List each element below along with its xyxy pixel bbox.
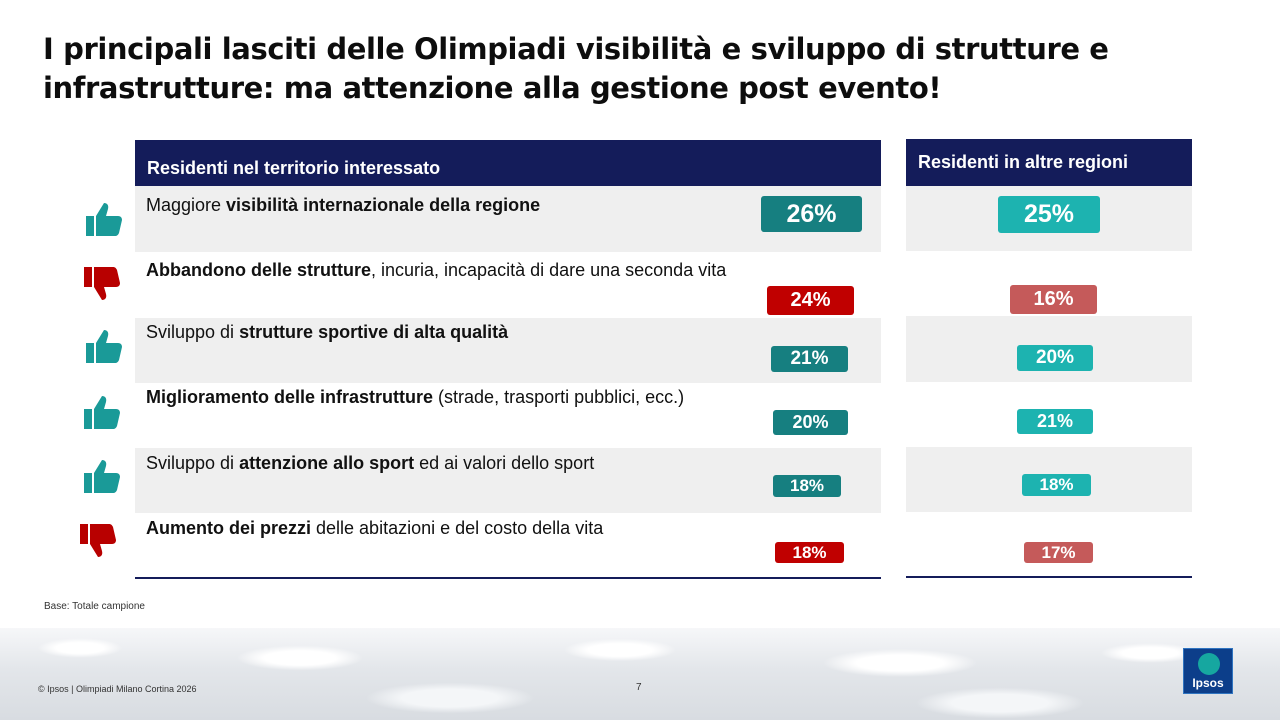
right-value-badge: 25% — [998, 196, 1100, 233]
row-text-bold: Aumento dei prezzi — [146, 518, 312, 538]
row-band — [135, 448, 881, 513]
right-value-badge: 21% — [1017, 409, 1093, 434]
row-text-post: delle abitazioni e del costo della vita — [311, 518, 604, 538]
thumbs-up-icon — [82, 197, 126, 241]
thumbs-down-icon — [76, 518, 120, 562]
page-number: 7 — [636, 682, 642, 693]
row-text-abandonment: Abbandono delle strutture, incuria, inca… — [146, 259, 866, 281]
table-bottom-rule — [906, 576, 1192, 578]
right-value-badge: 20% — [1017, 345, 1093, 371]
thumbs-up-icon — [82, 324, 126, 368]
base-note: Base: Totale campione — [44, 601, 145, 612]
row-text-sport-attention: Sviluppo di attenzione allo sport ed ai … — [146, 452, 866, 474]
ipsos-logo-text: Ipsos — [1192, 676, 1224, 690]
row-text-sport-facilities: Sviluppo di strutture sportive di alta q… — [146, 321, 866, 343]
header-residents-other-regions: Residenti in altre regioni — [906, 139, 1192, 186]
row-text-visibility: Maggiore visibilità internazionale della… — [146, 194, 866, 216]
ipsos-logo-mark — [1198, 653, 1220, 675]
thumbs-up-icon — [80, 454, 124, 498]
row-text-infrastructure: Miglioramento delle infrastrutture (stra… — [146, 386, 866, 408]
right-value-badge: 16% — [1010, 285, 1097, 314]
left-value-badge: 26% — [761, 196, 862, 232]
page-title: I principali lasciti delle Olimpiadi vis… — [43, 32, 1109, 105]
row-text-bold: attenzione allo sport — [239, 453, 415, 473]
left-value-badge: 18% — [773, 475, 841, 497]
row-text-post: , incuria, incapacità di dare una second… — [371, 260, 727, 280]
row-band — [135, 186, 881, 252]
row-text-bold: strutture sportive di alta qualità — [239, 322, 509, 342]
row-text-prices: Aumento dei prezzi delle abitazioni e de… — [146, 517, 866, 539]
row-text-bold: Abbandono delle strutture — [146, 260, 371, 280]
right-value-badge: 18% — [1022, 474, 1091, 496]
row-text-pre: Maggiore — [146, 195, 227, 215]
row-band — [135, 318, 881, 383]
thumbs-down-icon — [80, 261, 124, 305]
snow-background — [0, 628, 1280, 720]
row-text-bold: visibilità internazionale della regione — [226, 195, 541, 215]
row-text-post: (strade, trasporti pubblici, ecc.) — [433, 387, 685, 407]
left-value-badge: 18% — [775, 542, 844, 563]
left-value-badge: 20% — [773, 410, 848, 435]
row-text-pre: Sviluppo di — [146, 453, 240, 473]
footer-copyright: © Ipsos | Olimpiadi Milano Cortina 2026 — [38, 684, 197, 694]
thumbs-up-icon — [80, 390, 124, 434]
row-text-bold: Miglioramento delle infrastrutture — [146, 387, 434, 407]
left-value-badge: 21% — [771, 346, 848, 372]
left-value-badge: 24% — [767, 286, 854, 315]
row-text-pre: Sviluppo di — [146, 322, 240, 342]
row-text-post: ed ai valori dello sport — [414, 453, 595, 473]
header-residents-territory: Residenti nel territorio interessato — [135, 140, 881, 186]
right-value-badge: 17% — [1024, 542, 1093, 563]
ipsos-logo: Ipsos — [1183, 648, 1233, 694]
table-bottom-rule — [135, 577, 881, 579]
